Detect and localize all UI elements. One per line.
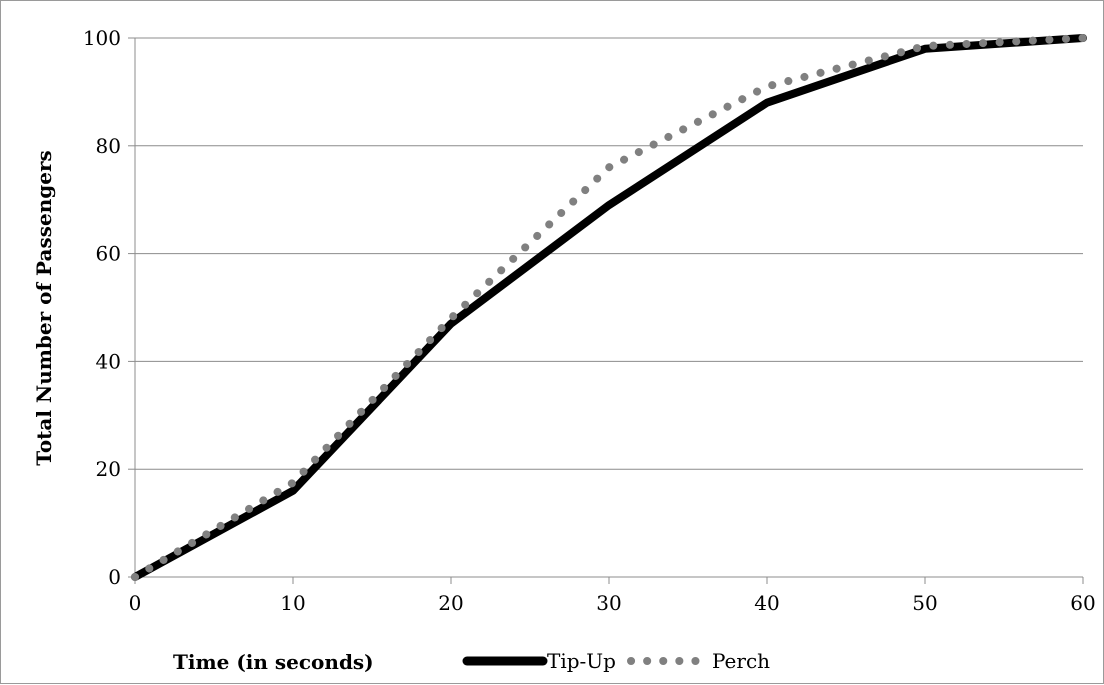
x-tick-label-60: 60 [1070,591,1095,615]
y-tick-label-100: 100 [83,26,121,50]
x-tick-label-30: 30 [596,591,621,615]
y-axis-title: Total Number of Passengers [32,150,56,466]
x-tick-label-0: 0 [129,591,142,615]
x-tick-label-20: 20 [438,591,463,615]
legend: Tip-Up Perch [462,649,770,673]
x-axis-title: Time (in seconds) [173,650,374,674]
legend-label-perch: Perch [712,649,770,673]
y-tick-label-80: 80 [96,134,121,158]
x-tick-label-10: 10 [280,591,305,615]
y-tick-label-60: 60 [96,242,121,266]
x-tick-label-50: 50 [912,591,937,615]
y-tick-label-20: 20 [96,457,121,481]
legend-label-tip-up: Tip-Up [547,649,616,673]
series-line-tip-up [131,34,1087,581]
axes [128,37,1084,584]
series [131,34,1087,581]
y-tick-label-40: 40 [96,349,121,373]
x-tick-label-40: 40 [754,591,779,615]
gridlines [135,37,1083,470]
tick-labels: 0 20 40 60 80 100 0 10 20 30 40 50 60 [83,26,1096,615]
series-line-perch [131,34,1087,581]
y-tick-label-0: 0 [108,565,121,589]
